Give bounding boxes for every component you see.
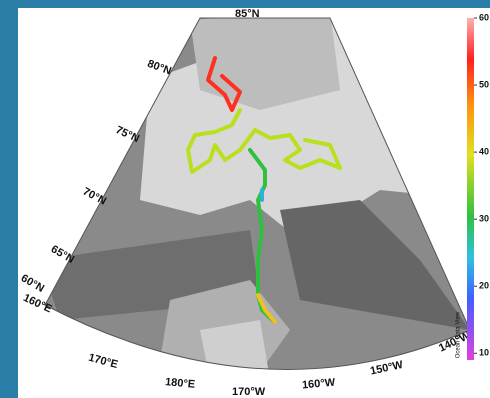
colorbar-tick-label: 30: [479, 214, 489, 224]
colorbar-tick-label: 10: [479, 348, 489, 358]
map-figure: 85°N 80°N 75°N 70°N 65°N 60°N 160°E 170°…: [0, 0, 490, 398]
lon-label: 170°W: [232, 386, 266, 398]
colorbar-tick-label: 50: [479, 79, 489, 89]
colorbar-tick-label: 20: [479, 281, 489, 291]
colorbar-tick-label: 40: [479, 146, 489, 156]
lat-label: 85°N: [235, 8, 260, 20]
page: 85°N 80°N 75°N 70°N 65°N 60°N 160°E 170°…: [0, 0, 490, 398]
colorbar-tick-label: 60: [479, 12, 489, 22]
watermark: Ocean Data View: [456, 311, 462, 358]
colorbar: [467, 18, 474, 360]
